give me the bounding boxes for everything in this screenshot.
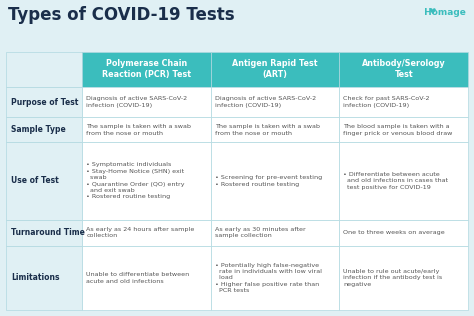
Text: • Potentially high false-negative
  rate in individuals with low viral
  load
• : • Potentially high false-negative rate i…: [215, 263, 322, 293]
Bar: [6, 246, 82, 310]
Text: Antigen Rapid Test
(ART): Antigen Rapid Test (ART): [232, 59, 318, 79]
Bar: [82, 118, 211, 142]
Bar: [6, 142, 82, 220]
Bar: [339, 87, 468, 118]
Text: • Screening for pre-event testing
• Rostered routine testing: • Screening for pre-event testing • Rost…: [215, 175, 322, 187]
Bar: [211, 246, 339, 310]
Text: As early as 30 minutes after
sample collection: As early as 30 minutes after sample coll…: [215, 227, 306, 238]
Text: One to three weeks on average: One to three weeks on average: [343, 230, 445, 235]
Text: • Differentiate between acute
  and old infections in cases that
  test positive: • Differentiate between acute and old in…: [343, 172, 448, 190]
Text: Types of COVID-19 Tests: Types of COVID-19 Tests: [8, 6, 235, 24]
Bar: [82, 220, 211, 246]
Text: Homage: Homage: [421, 8, 466, 17]
Bar: [82, 246, 211, 310]
Text: The sample is taken with a swab
from the nose or mouth: The sample is taken with a swab from the…: [215, 124, 320, 136]
Text: Polymerase Chain
Reaction (PCR) Test: Polymerase Chain Reaction (PCR) Test: [102, 59, 191, 79]
Bar: [211, 87, 339, 118]
Text: Antibody/Serology
Test: Antibody/Serology Test: [362, 59, 446, 79]
Bar: [82, 87, 211, 118]
Text: Use of Test: Use of Test: [11, 176, 59, 185]
Bar: [211, 118, 339, 142]
Text: Diagnosis of active SARS-CoV-2
infection (COVID-19): Diagnosis of active SARS-CoV-2 infection…: [215, 96, 316, 108]
Bar: [82, 142, 211, 220]
Bar: [339, 142, 468, 220]
Bar: [211, 52, 339, 87]
Bar: [6, 52, 82, 87]
Text: Sample Type: Sample Type: [11, 125, 66, 134]
Text: As early as 24 hours after sample
collection: As early as 24 hours after sample collec…: [86, 227, 195, 238]
Text: The blood sample is taken with a
finger prick or venous blood draw: The blood sample is taken with a finger …: [343, 124, 453, 136]
Bar: [6, 87, 82, 118]
Bar: [339, 246, 468, 310]
Bar: [211, 142, 339, 220]
Text: The sample is taken with a swab
from the nose or mouth: The sample is taken with a swab from the…: [86, 124, 191, 136]
Text: Diagnosis of active SARS-CoV-2
infection (COVID-19): Diagnosis of active SARS-CoV-2 infection…: [86, 96, 187, 108]
Text: Limitations: Limitations: [11, 273, 60, 283]
Bar: [6, 220, 82, 246]
Bar: [339, 52, 468, 87]
Bar: [339, 118, 468, 142]
Text: ♥: ♥: [428, 7, 436, 16]
Bar: [6, 118, 82, 142]
Text: Check for past SARS-CoV-2
infection (COVID-19): Check for past SARS-CoV-2 infection (COV…: [343, 96, 430, 108]
Text: Unable to rule out acute/early
infection if the antibody test is
negative: Unable to rule out acute/early infection…: [343, 269, 443, 287]
Text: Turnaround Time: Turnaround Time: [11, 228, 85, 237]
Text: • Symptomatic individuals
• Stay-Home Notice (SHN) exit
  swab
• Quarantine Orde: • Symptomatic individuals • Stay-Home No…: [86, 162, 185, 199]
Bar: [82, 52, 211, 87]
Text: Purpose of Test: Purpose of Test: [11, 98, 78, 106]
Text: Unable to differentiate between
acute and old infections: Unable to differentiate between acute an…: [86, 272, 190, 284]
Bar: [211, 220, 339, 246]
Bar: [339, 220, 468, 246]
